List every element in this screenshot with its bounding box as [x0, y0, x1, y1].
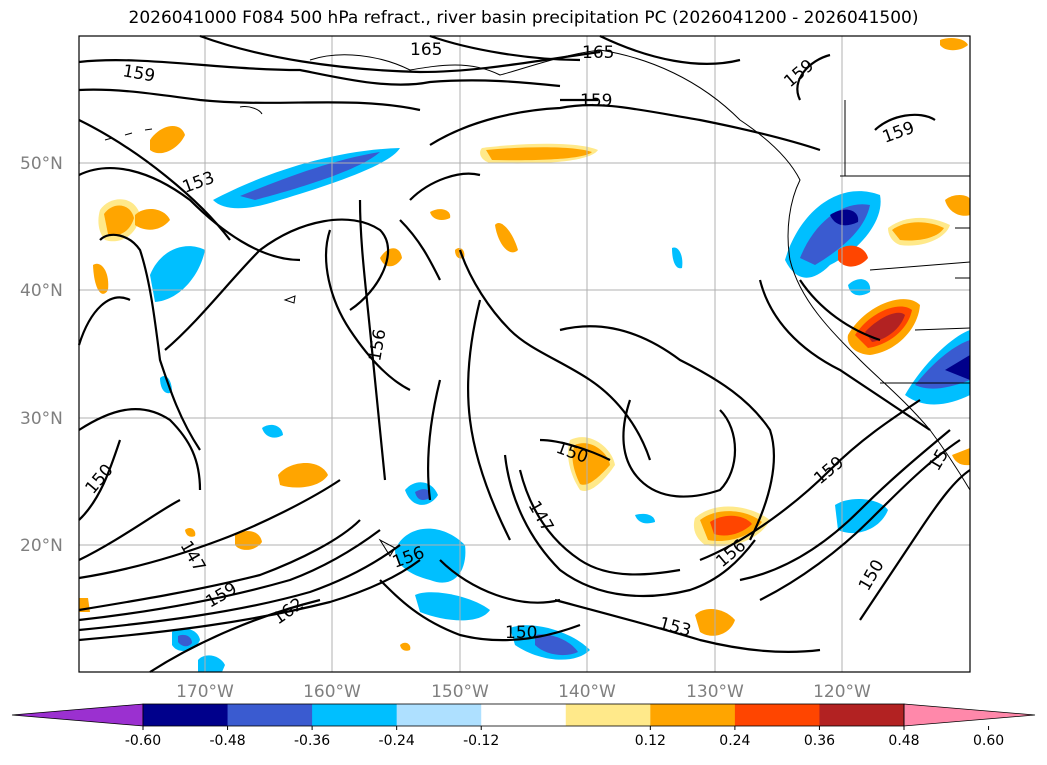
- map-panel: [79, 36, 970, 672]
- graticule: [79, 36, 970, 672]
- colorbar-tick-label: -0.12: [463, 733, 499, 749]
- longitude-labels: 170°W 160°W 150°W 140°W 130°W 120°W: [176, 682, 871, 702]
- colorbar-extend-min: [11, 703, 144, 727]
- colorbar-tick-label: 0.12: [635, 733, 666, 749]
- colorbar-tick-label: 0.24: [719, 733, 750, 749]
- colorbar: -0.60 -0.48 -0.36 -0.24 -0.12 0.12 0.24 0.36 0.4…: [11, 703, 1036, 749]
- colorbar-segment: [312, 704, 398, 726]
- colorbar-segment: [819, 704, 905, 726]
- lat-label: 30°N: [20, 409, 63, 429]
- colorbar-segment: [650, 704, 736, 726]
- lon-label: 170°W: [176, 682, 234, 702]
- colorbar-segment: [396, 704, 482, 726]
- svg-text:165: 165: [582, 43, 614, 63]
- colorbar-tick-label: 0.48: [888, 733, 919, 749]
- colorbar-segment: [481, 704, 567, 726]
- svg-text:165: 165: [410, 40, 442, 60]
- lon-label: 160°W: [303, 682, 361, 702]
- map-title: 2026041000 F084 500 hPa refract., river …: [128, 8, 919, 28]
- colorbar-outline: [142, 703, 905, 727]
- colorbar-segment: [143, 704, 229, 726]
- colorbar-segment: [565, 704, 651, 726]
- colorbar-tick-label: 0.60: [973, 733, 1004, 749]
- colorbar-tick-label: 0.36: [804, 733, 835, 749]
- colorbar-tick-label: -0.48: [209, 733, 245, 749]
- lat-label: 50°N: [20, 154, 63, 174]
- height-contours: [77, 34, 971, 673]
- latitude-labels: 50°N 40°N 30°N 20°N: [20, 154, 63, 556]
- lon-label: 140°W: [558, 682, 616, 702]
- colorbar-segment: [227, 704, 313, 726]
- colorbar-tick-label: -0.24: [379, 733, 415, 749]
- svg-text:150: 150: [505, 623, 537, 643]
- lon-label: 150°W: [431, 682, 489, 702]
- coastlines: [104, 49, 971, 557]
- lon-label: 130°W: [686, 682, 744, 702]
- lat-label: 20°N: [20, 536, 63, 556]
- lon-label: 120°W: [813, 682, 871, 702]
- colorbar-extend-max: [903, 703, 1036, 727]
- lat-label: 40°N: [20, 281, 63, 301]
- map-border: [78, 35, 971, 673]
- svg-text:159: 159: [580, 91, 612, 111]
- colorbar-segment: [734, 704, 820, 726]
- colorbar-tick-label: -0.36: [294, 733, 330, 749]
- colorbar-tick-label: -0.60: [125, 733, 161, 749]
